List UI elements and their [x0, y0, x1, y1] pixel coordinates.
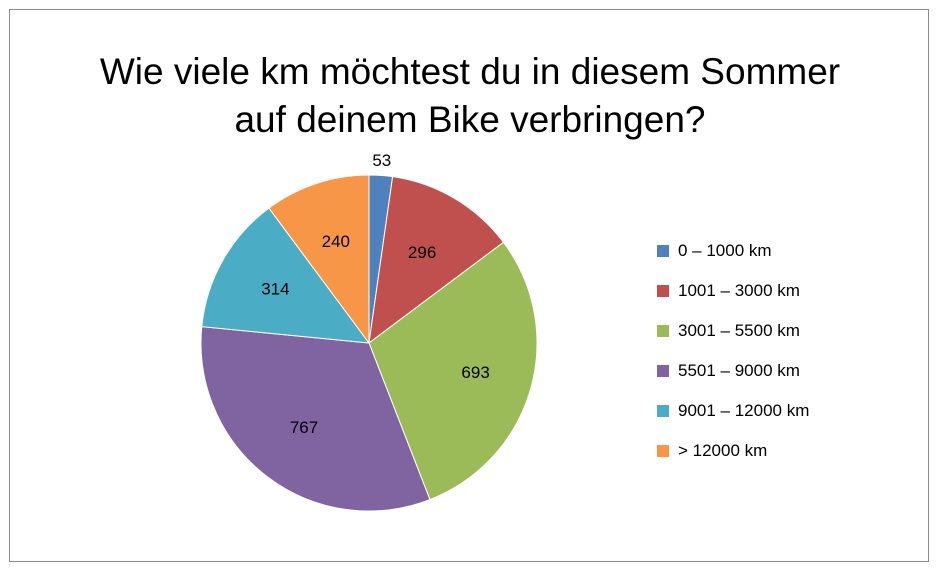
legend-swatch-0: [657, 245, 669, 257]
data-label-4: 314: [261, 279, 289, 298]
legend-item-4: 9001 – 12000 km: [657, 391, 809, 431]
legend-item-2: 3001 – 5500 km: [657, 311, 809, 351]
legend-item-5: > 12000 km: [657, 431, 809, 471]
legend-swatch-2: [657, 325, 669, 337]
pie-slice-3: [200, 326, 431, 512]
chart-title-line-2: auf deinem Bike verbringen?: [234, 99, 706, 140]
pie-slice-2: [368, 241, 538, 501]
legend-label-0: 0 – 1000 km: [678, 241, 772, 260]
pie-slice-4: [201, 207, 371, 344]
legend-label-4: 9001 – 12000 km: [678, 401, 810, 420]
legend-label-3: 5501 – 9000 km: [678, 361, 800, 380]
legend-swatch-5: [657, 445, 669, 457]
chart-title: Wie viele km möchtest du in diesem Somme…: [0, 48, 940, 144]
legend-item-0: 0 – 1000 km: [657, 231, 809, 271]
pie-slice-1: [368, 176, 505, 345]
chart-title-line-1: Wie viele km möchtest du in diesem Somme…: [99, 51, 841, 92]
data-label-3: 767: [290, 418, 318, 437]
data-label-2: 693: [461, 363, 489, 382]
legend: 0 – 1000 km 1001 – 3000 km 3001 – 5500 km 5…: [657, 231, 809, 471]
data-label-0: 53: [372, 151, 391, 170]
legend-label-1: 1001 – 3000 km: [678, 281, 800, 300]
legend-label-5: > 12000 km: [678, 441, 768, 460]
legend-swatch-3: [657, 365, 669, 377]
legend-label-2: 3001 – 5500 km: [678, 321, 800, 340]
legend-item-1: 1001 – 3000 km: [657, 271, 809, 311]
data-label-5: 240: [322, 232, 350, 251]
legend-swatch-4: [657, 405, 669, 417]
legend-item-3: 5501 – 9000 km: [657, 351, 809, 391]
pie-slice-5: [268, 174, 370, 345]
data-label-1: 296: [408, 243, 436, 262]
legend-swatch-1: [657, 285, 669, 297]
